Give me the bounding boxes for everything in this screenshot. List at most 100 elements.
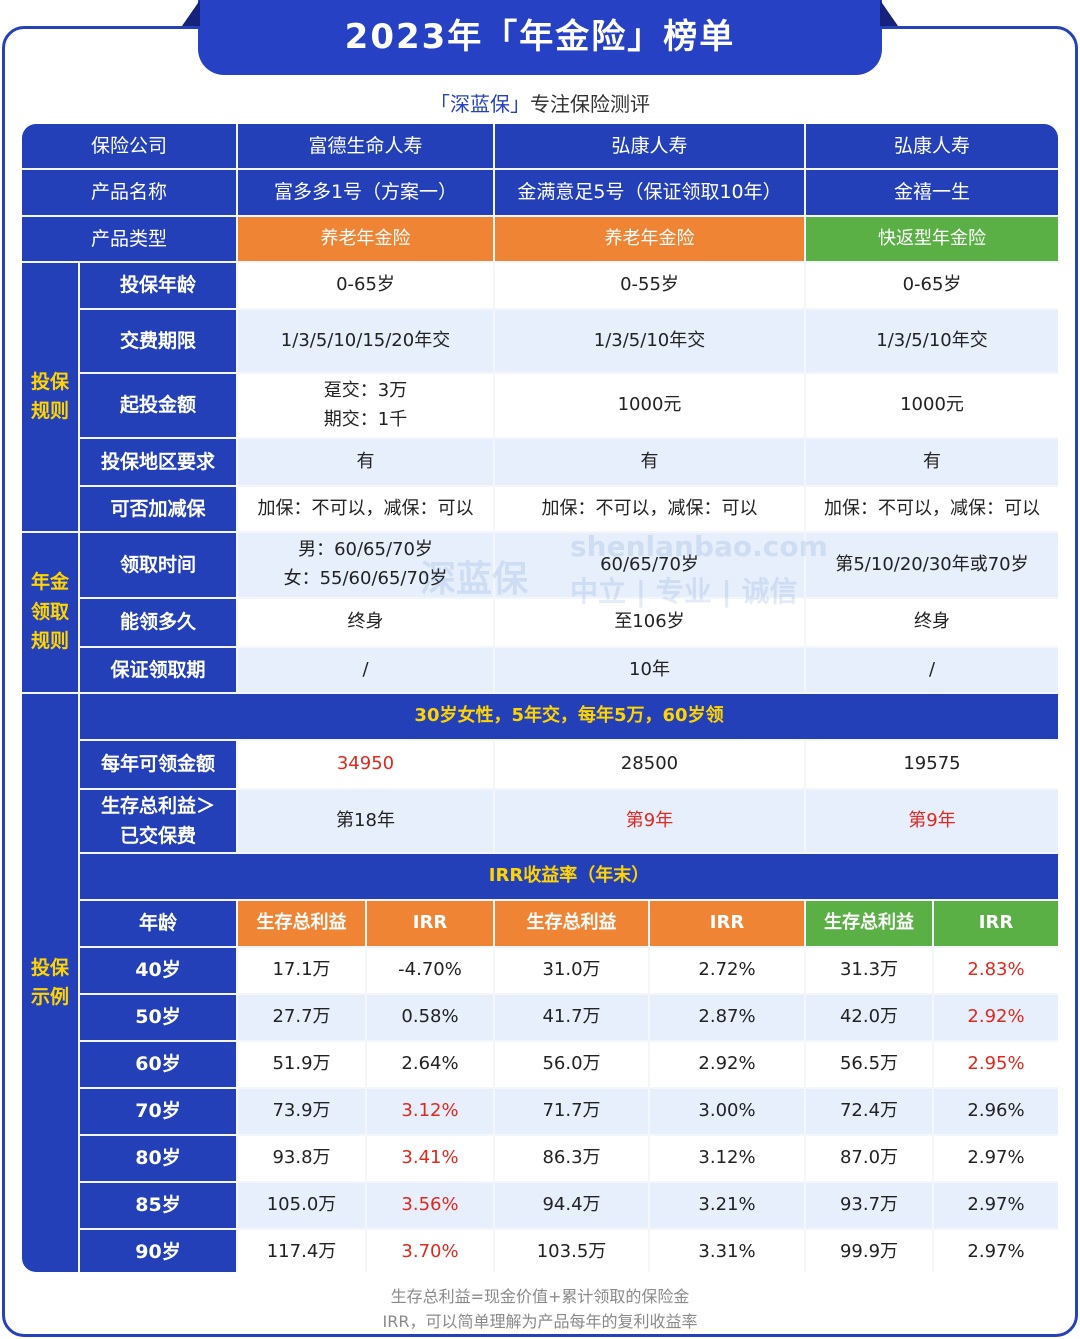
irr-row-3-cell-5: 56.5万 [806,1042,932,1087]
irr-row-age-5: 80岁 [80,1136,236,1181]
group-insure-rules-line-1: 投保 [30,370,69,393]
irr-row-1-cell-1: 17.1万 [238,948,365,993]
breakeven-label-line-2: 已交保费 [119,825,196,847]
insure-rule-5-cell-1: 加保：不可以，减保：可以 [238,487,493,531]
yearly-amount-cell-1: 34950 [238,741,493,788]
product-type-cell-2: 养老年金险 [495,217,804,261]
insure-rule-3-cell-1-line-2: 期交：1千 [323,408,408,430]
irr-row-age-2: 50岁 [80,995,236,1040]
irr-header-benefit-3: 生存总利益 [806,901,932,946]
irr-row-age-4: 70岁 [80,1089,236,1134]
company-cell-1: 富德生命人寿 [238,124,493,168]
irr-row-2-cell-1: 27.7万 [238,995,365,1040]
irr-row-5-cell-5: 87.0万 [806,1136,932,1181]
irr-row-5-cell-6: 2.97% [934,1136,1058,1181]
irr-row-4-cell-5: 72.4万 [806,1089,932,1134]
footnote-irr: IRR，可以简单理解为产品每年的复利收益率 [382,1312,698,1331]
irr-row-4-cell-6: 2.96% [934,1089,1058,1134]
irr-row-5-cell-1: 93.8万 [238,1136,365,1181]
footnote-benefit: 生存总利益=现金价值+累计领取的保险金 [390,1287,690,1306]
product-name-cell-2: 金满意足5号（保证领取10年） [495,170,804,215]
annuity-rule-1-cell-1: 男：60/65/70岁 女：55/60/65/70岁 [238,533,493,597]
irr-row-7-cell-4: 3.31% [650,1230,804,1272]
annuity-rule-label-1: 领取时间 [80,533,236,597]
annuity-rule-3-cell-3: / [806,648,1058,692]
insure-rule-4-cell-1: 有 [238,439,493,485]
title-ribbon [198,0,882,75]
irr-header-irr-2: IRR [650,901,804,946]
irr-row-6-cell-2: 3.56% [367,1183,493,1228]
irr-row-7-cell-1: 117.4万 [238,1230,365,1272]
insure-rule-label-3: 起投金额 [80,374,236,437]
irr-row-2-cell-4: 2.87% [650,995,804,1040]
product-type-cell-1: 养老年金险 [238,217,493,261]
annuity-rule-2-cell-3: 终身 [806,599,1058,646]
yearly-amount-cell-2: 28500 [495,741,804,788]
irr-banner: IRR收益率（年末） [80,854,1058,899]
irr-row-2-cell-3: 41.7万 [495,995,648,1040]
group-example: 投保 示例 [22,694,78,1272]
annuity-rule-1-cell-3: 第5/10/20/30年或70岁 [806,533,1058,597]
company-cell-2: 弘康人寿 [495,124,804,168]
insure-rule-3-cell-1-line-1: 趸交：3万 [323,379,408,401]
breakeven-label-line-1: 生存总利益＞ [100,794,215,817]
insure-rule-2-cell-3: 1/3/5/10年交 [806,310,1058,372]
group-annuity-rules: 年金 领取 规则 [22,533,78,692]
company-cell-3: 弘康人寿 [806,124,1058,168]
breakeven-cell-1: 第18年 [238,790,493,852]
insure-rule-5-cell-2: 加保：不可以，减保：可以 [495,487,804,531]
irr-row-7-cell-2: 3.70% [367,1230,493,1272]
irr-row-4-cell-4: 3.00% [650,1089,804,1134]
product-name-cell-3: 金禧一生 [806,170,1058,215]
annuity-rule-3-cell-2: 10年 [495,648,804,692]
irr-row-2-cell-2: 0.58% [367,995,493,1040]
insure-rule-5-cell-3: 加保：不可以，减保：可以 [806,487,1058,531]
irr-row-6-cell-3: 94.4万 [495,1183,648,1228]
irr-row-1-cell-2: -4.70% [367,948,493,993]
product-name-cell-1: 富多多1号（方案一） [238,170,493,215]
insure-rule-1-cell-3: 0-65岁 [806,263,1058,308]
insure-rule-label-2: 交费期限 [80,310,236,372]
irr-row-3-cell-4: 2.92% [650,1042,804,1087]
group-example-line-1: 投保 [30,956,69,979]
product-type-cell-3: 快返型年金险 [806,217,1058,261]
annuity-rule-3-cell-1: / [238,648,493,692]
insure-rule-4-cell-3: 有 [806,439,1058,485]
irr-row-7-cell-3: 103.5万 [495,1230,648,1272]
insure-rule-3-cell-2: 1000元 [495,374,804,437]
annuity-rule-label-3: 保证领取期 [80,648,236,692]
irr-header-age: 年龄 [80,901,236,946]
irr-header-benefit-2: 生存总利益 [495,901,648,946]
irr-row-1-cell-5: 31.3万 [806,948,932,993]
row-label-company: 保险公司 [22,124,236,168]
row-label-product-type: 产品类型 [22,217,236,261]
irr-row-age-1: 40岁 [80,948,236,993]
breakeven-cell-3: 第9年 [806,790,1058,852]
irr-row-4-cell-3: 71.7万 [495,1089,648,1134]
insure-rule-3-cell-3: 1000元 [806,374,1058,437]
irr-row-age-3: 60岁 [80,1042,236,1087]
irr-row-1-cell-3: 31.0万 [495,948,648,993]
irr-row-2-cell-5: 42.0万 [806,995,932,1040]
insure-rule-label-4: 投保地区要求 [80,439,236,485]
irr-row-age-7: 90岁 [80,1230,236,1272]
annuity-rule-2-cell-2: 至106岁 [495,599,804,646]
annuity-rule-1-cell-1-line-1: 男：60/65/70岁 [298,539,433,561]
irr-header-irr-1: IRR [367,901,493,946]
insure-rule-1-cell-2: 0-55岁 [495,263,804,308]
irr-row-6-cell-6: 2.97% [934,1183,1058,1228]
insure-rule-4-cell-2: 有 [495,439,804,485]
group-annuity-rules-line-2: 领取 [30,600,69,623]
insure-rule-2-cell-1: 1/3/5/10/15/20年交 [238,310,493,372]
irr-row-7-cell-5: 99.9万 [806,1230,932,1272]
irr-row-5-cell-2: 3.41% [367,1136,493,1181]
annuity-rule-1-cell-2: 60/65/70岁 [495,533,804,597]
irr-row-1-cell-4: 2.72% [650,948,804,993]
insure-rule-2-cell-2: 1/3/5/10年交 [495,310,804,372]
group-insure-rules: 投保 规则 [22,263,78,531]
example-banner: 30岁女性，5年交，每年5万，60岁领 [80,694,1058,739]
tagline: 专注保险测评 [530,92,650,116]
irr-row-4-cell-1: 73.9万 [238,1089,365,1134]
irr-row-6-cell-1: 105.0万 [238,1183,365,1228]
irr-row-6-cell-5: 93.7万 [806,1183,932,1228]
